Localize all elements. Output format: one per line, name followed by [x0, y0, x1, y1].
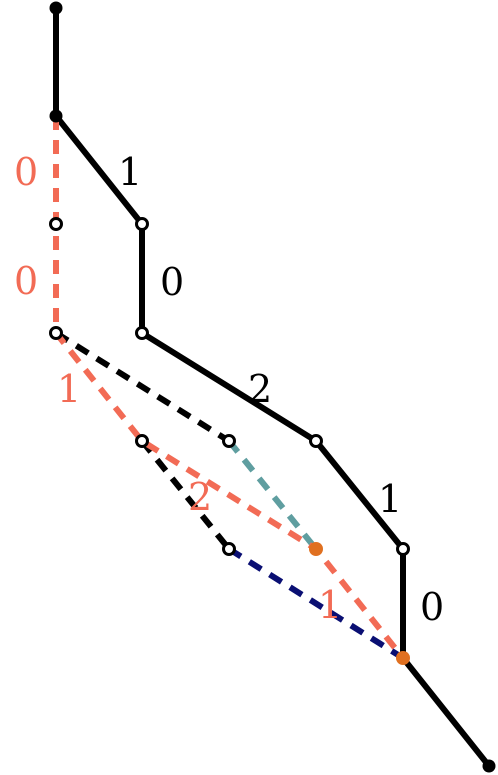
solid-path-line: [53, 5, 492, 769]
label-solid-d-e: 2: [248, 367, 272, 411]
node-open-d: [135, 326, 149, 340]
teal-dashed-edge: [226, 439, 319, 551]
label-salmon-o1-g: 1: [318, 583, 342, 627]
node-open-c: [135, 217, 149, 231]
solid-path: [53, 5, 492, 769]
solid-labels: 1 0 2 1 0: [118, 150, 444, 629]
salmon-labels: 0 0 1 2 1: [14, 150, 342, 627]
node-open-k: [222, 542, 236, 556]
node-orange-mid: [309, 542, 323, 556]
node-open-i: [49, 326, 63, 340]
node-solid-top: [49, 1, 63, 15]
node-open-l: [222, 434, 236, 448]
label-solid-c-d: 0: [160, 260, 184, 304]
node-orange-end: [396, 651, 410, 665]
label-solid-e-f: 1: [378, 477, 402, 521]
label-salmon-i-j: 1: [57, 367, 81, 411]
nodes: [49, 1, 496, 773]
dashed-edge-j-k: [139, 439, 232, 551]
label-salmon-h-i: 0: [14, 259, 38, 303]
salmon-dashed-path: [53, 116, 406, 660]
label-salmon-j-o1: 2: [188, 475, 212, 519]
label-salmon-b-h: 0: [14, 150, 38, 194]
navy-dashed-edge: [227, 546, 405, 661]
node-solid-bottom: [482, 759, 496, 773]
black-dashed-edges: [54, 330, 232, 551]
node-open-h: [49, 217, 63, 231]
node-open-e: [309, 434, 323, 448]
label-solid-f-g: 0: [420, 585, 444, 629]
node-open-f: [396, 542, 410, 556]
dashed-edge-i-l: [54, 330, 231, 444]
node-open-j: [135, 434, 149, 448]
label-solid-b-c: 1: [118, 150, 142, 194]
node-solid-b: [49, 109, 63, 123]
